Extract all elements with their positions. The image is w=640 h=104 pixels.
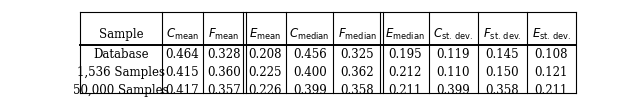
Text: 0.212: 0.212 xyxy=(388,66,422,79)
Text: 0.150: 0.150 xyxy=(486,66,519,79)
Text: 0.360: 0.360 xyxy=(207,66,241,79)
Text: 1,536 Samples: 1,536 Samples xyxy=(77,66,165,79)
Text: $C_{\mathrm{median}}$: $C_{\mathrm{median}}$ xyxy=(289,27,330,42)
Text: 0.358: 0.358 xyxy=(340,84,374,97)
Text: 0.358: 0.358 xyxy=(486,84,519,97)
Text: Database: Database xyxy=(93,48,148,61)
Text: 50,000 Samples: 50,000 Samples xyxy=(73,84,169,97)
Text: $F_{\mathrm{st.\,dev.}}$: $F_{\mathrm{st.\,dev.}}$ xyxy=(483,27,522,42)
Text: 0.357: 0.357 xyxy=(207,84,241,97)
Text: 0.456: 0.456 xyxy=(292,48,326,61)
Text: $E_{\mathrm{mean}}$: $E_{\mathrm{mean}}$ xyxy=(249,27,281,42)
Text: 0.399: 0.399 xyxy=(292,84,326,97)
Text: $C_{\mathrm{st.\,dev.}}$: $C_{\mathrm{st.\,dev.}}$ xyxy=(433,27,473,42)
Text: 0.325: 0.325 xyxy=(340,48,374,61)
Text: 0.110: 0.110 xyxy=(436,66,470,79)
Text: $E_{\mathrm{median}}$: $E_{\mathrm{median}}$ xyxy=(385,27,424,42)
Text: 0.108: 0.108 xyxy=(534,48,568,61)
Text: $F_{\mathrm{median}}$: $F_{\mathrm{median}}$ xyxy=(338,27,377,42)
Text: 0.121: 0.121 xyxy=(535,66,568,79)
Text: 0.362: 0.362 xyxy=(340,66,374,79)
Text: $E_{\mathrm{st.\,dev.}}$: $E_{\mathrm{st.\,dev.}}$ xyxy=(532,27,571,42)
Text: $C_{\mathrm{mean}}$: $C_{\mathrm{mean}}$ xyxy=(166,27,199,42)
Text: 0.226: 0.226 xyxy=(248,84,282,97)
Text: 0.328: 0.328 xyxy=(207,48,241,61)
Text: 0.399: 0.399 xyxy=(436,84,470,97)
Text: $F_{\mathrm{mean}}$: $F_{\mathrm{mean}}$ xyxy=(208,27,239,42)
Text: 0.211: 0.211 xyxy=(535,84,568,97)
Text: 0.225: 0.225 xyxy=(248,66,282,79)
Text: Sample: Sample xyxy=(99,28,143,41)
Text: 0.145: 0.145 xyxy=(486,48,519,61)
Text: 0.400: 0.400 xyxy=(292,66,326,79)
Text: 0.211: 0.211 xyxy=(388,84,422,97)
Text: 0.415: 0.415 xyxy=(166,66,199,79)
Text: 0.195: 0.195 xyxy=(388,48,422,61)
Text: 0.417: 0.417 xyxy=(166,84,199,97)
Text: 0.208: 0.208 xyxy=(248,48,282,61)
Text: 0.464: 0.464 xyxy=(166,48,199,61)
Text: 0.119: 0.119 xyxy=(436,48,470,61)
